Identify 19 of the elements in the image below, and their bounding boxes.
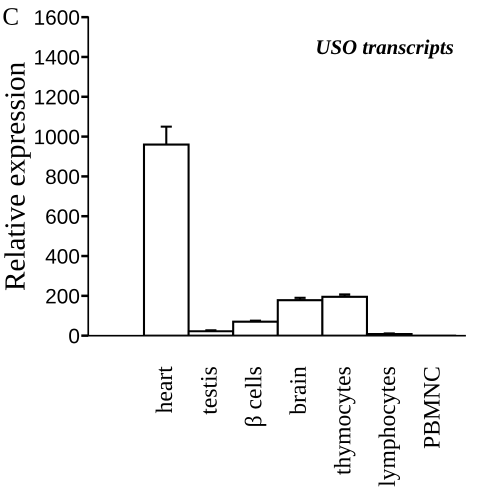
y-tick-label: 1600 (35, 10, 80, 25)
y-tick-label: 1200 (35, 90, 80, 105)
x-tick-label: thymocytes (334, 367, 356, 475)
y-axis-title: Relative expression (4, 62, 31, 290)
annotation: USO transcripts (317, 40, 454, 58)
y-tick-label: 600 (46, 209, 80, 224)
y-tick-label: 1000 (35, 130, 80, 144)
y-tick-label: 1400 (35, 50, 80, 65)
x-tick-label: PBMNC (424, 368, 440, 448)
x-tick-label: testis (200, 367, 217, 415)
y-tick-label: 200 (46, 288, 80, 304)
y-tick-label: 0 (69, 328, 80, 344)
x-tick-label: β cells (244, 367, 266, 426)
y-tick-label: 800 (46, 169, 80, 184)
x-tick-label: heart (156, 366, 172, 414)
text: C (3, 8, 18, 25)
x-tick-label: lymphocytes (378, 367, 400, 486)
x-tick-label: brain (289, 366, 306, 415)
y-tick-label: 400 (46, 249, 80, 264)
